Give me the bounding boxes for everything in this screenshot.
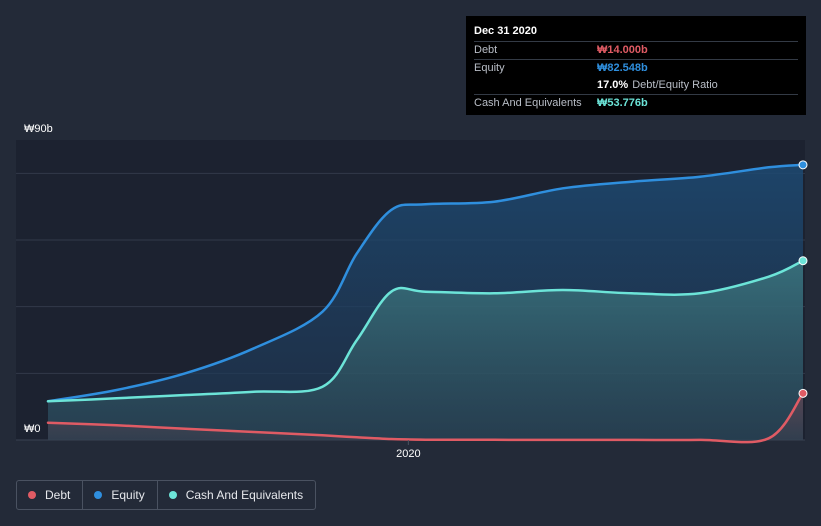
tooltip-row-equity: Equity ₩82.548b [474,59,798,77]
tooltip-row-cash: Cash And Equivalents ₩53.776b [474,94,798,112]
x-axis-ticks: 2020 [396,440,421,460]
end-point-equity [798,160,808,170]
legend-label-equity: Equity [111,488,145,502]
tooltip-ratio-label: Debt/Equity Ratio [632,79,718,91]
area-cash-and-equivalents [48,260,803,440]
line-equity [46,163,805,403]
tooltip-cash-label: Cash And Equivalents [474,97,582,109]
legend-label-debt: Debt [45,488,71,502]
legend-label-cash: Cash And Equivalents [185,488,304,502]
area-debt [48,393,803,443]
line-cash-and-equivalents [46,259,805,403]
tooltip-date: Dec 31 2020 [474,25,537,37]
tooltip-equity-label: Equity [474,62,505,74]
end-point-debt [798,388,808,398]
tooltip-row-debt: Debt ₩14.000b [474,41,798,59]
tooltip-cash-value: ₩53.776b [597,97,648,109]
tooltip-equity-value: ₩82.548b [597,62,648,74]
tooltip-ratio-value: 17.0% [597,79,629,91]
tooltip-debt-label: Debt [474,44,498,56]
series-end-dots [798,160,808,398]
series-areas [48,164,803,443]
end-point-cash-and-equivalents [798,256,808,266]
legend-dot-equity [94,491,103,499]
data-tooltip: Dec 31 2020 Debt ₩14.000b Equity ₩82.548… [466,16,806,115]
tooltip-debt-value: ₩14.000b [597,44,648,56]
y-tick-label-max: ₩90b [24,123,53,135]
legend-item-equity[interactable]: Equity [82,481,156,509]
legend-item-cash[interactable]: Cash And Equivalents [156,481,315,509]
line-debt [46,392,805,444]
legend-dot-debt [28,491,36,499]
x-tick-label-2020: 2020 [396,448,420,460]
y-tick-label-min: ₩0 [24,423,41,435]
legend-dot-cash [168,491,177,499]
chart-legend: Debt Equity Cash And Equivalents [16,480,317,510]
series-lines [46,163,805,444]
legend-item-debt[interactable]: Debt [17,481,82,509]
tooltip-row-ratio: 17.0% Debt/Equity Ratio [474,77,798,94]
